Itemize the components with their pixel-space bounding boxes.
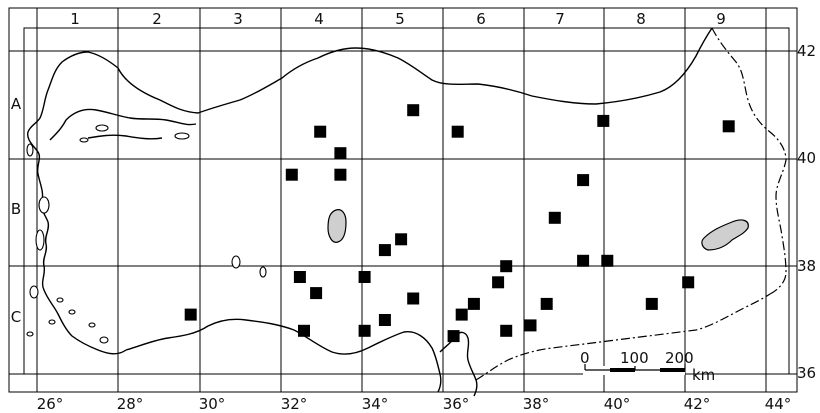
occurrence-marker: [184, 308, 197, 321]
longitude-label: 40°: [604, 395, 631, 413]
grid-lines: [8, 7, 798, 393]
longitude-label: 26°: [37, 395, 64, 413]
grid-column-label: 7: [555, 10, 565, 28]
grid-column-label: 1: [70, 10, 80, 28]
occurrence-marker: [455, 308, 468, 321]
lake-tuz: [327, 209, 347, 243]
occurrence-marker: [500, 324, 513, 337]
occurrence-marker: [298, 324, 310, 337]
occurrence-marker: [310, 287, 323, 300]
lakes: [327, 209, 749, 251]
occurrence-marker: [285, 168, 298, 181]
island: [56, 297, 64, 303]
lake-van: [701, 219, 749, 251]
occurrence-marker: [601, 254, 614, 267]
occurrence-marker: [293, 271, 306, 283]
scale-unit: km: [692, 366, 715, 384]
occurrence-marker: [597, 114, 610, 127]
mediterranean-coast: [125, 318, 442, 393]
occurrence-marker: [334, 168, 347, 181]
scale-tick-200: 200: [665, 349, 694, 367]
grid-column-label: 8: [636, 10, 646, 28]
island: [48, 319, 56, 325]
longitude-label: 34°: [362, 395, 389, 413]
grid-column-label: 4: [314, 10, 324, 28]
southern-border: [475, 293, 771, 381]
longitude-label: 42°: [684, 395, 711, 413]
marmara-inner-coast: [49, 108, 197, 141]
occurrence-marker: [524, 319, 537, 332]
scale-bar: 0 100 200 km: [580, 349, 715, 384]
longitude-label: 30°: [199, 395, 226, 413]
occurrence-marker: [358, 324, 371, 337]
occurrence-marker: [500, 260, 513, 273]
scale-tick-100: 100: [620, 349, 649, 367]
longitude-label: 32°: [281, 395, 308, 413]
island: [259, 266, 267, 278]
island: [88, 322, 96, 328]
occurrence-marker: [407, 104, 420, 117]
coastlines: [26, 27, 787, 397]
occurrence-marker: [407, 292, 420, 305]
occurrence-marker: [314, 125, 327, 138]
grid-column-label: 6: [476, 10, 486, 28]
occurrence-marker: [645, 297, 658, 310]
occurrence-marker: [577, 254, 590, 267]
longitude-label: 38°: [523, 395, 550, 413]
occurrence-marker: [682, 276, 695, 289]
island: [95, 124, 109, 132]
occurrence-marker: [492, 276, 505, 289]
latitude-label: 36: [797, 364, 816, 382]
longitude-label: 44°: [765, 395, 792, 413]
occurrence-marker: [548, 211, 561, 224]
latitude-label: 42: [797, 42, 816, 60]
island: [35, 229, 45, 251]
island: [38, 196, 50, 214]
latitude-label: 38: [797, 257, 816, 275]
grid-row-label: C: [11, 308, 21, 326]
longitude-label: 36°: [443, 395, 470, 413]
occurrence-marker: [540, 297, 553, 310]
grid-row-label: A: [11, 95, 22, 113]
grid-labels: 1 2 3 4 5 6 7 8 9 A B C 26° 28° 30° 32° 34° 36° 38° 40° 42° 4…: [11, 10, 816, 413]
occurrence-marker: [378, 314, 391, 326]
island: [174, 132, 190, 140]
island: [29, 285, 39, 299]
grid-column-label: 2: [152, 10, 162, 28]
island: [26, 143, 34, 157]
occurrence-markers: [184, 104, 735, 343]
island: [26, 331, 34, 337]
longitude-label: 28°: [117, 395, 144, 413]
occurrence-marker: [378, 244, 391, 257]
island: [68, 309, 76, 315]
grid-column-label: 3: [233, 10, 243, 28]
occurrence-marker: [722, 120, 735, 133]
island: [79, 137, 89, 143]
island: [99, 336, 109, 344]
scale-tick-0: 0: [580, 349, 590, 367]
occurrence-marker: [447, 330, 460, 343]
island: [231, 255, 241, 269]
occurrence-marker: [451, 125, 464, 138]
occurrence-marker: [358, 271, 371, 283]
grid-column-label: 9: [716, 10, 726, 28]
grid-column-label: 5: [395, 10, 405, 28]
grid-row-label: B: [11, 200, 21, 218]
occurrence-marker: [577, 174, 590, 187]
occurrence-marker: [395, 233, 408, 246]
occurrence-marker: [334, 147, 347, 160]
latitude-label: 40: [797, 149, 816, 167]
black-sea-coast: [117, 27, 713, 114]
islands: [26, 124, 267, 344]
eastern-border: [711, 27, 787, 295]
occurrence-marker: [467, 297, 480, 310]
